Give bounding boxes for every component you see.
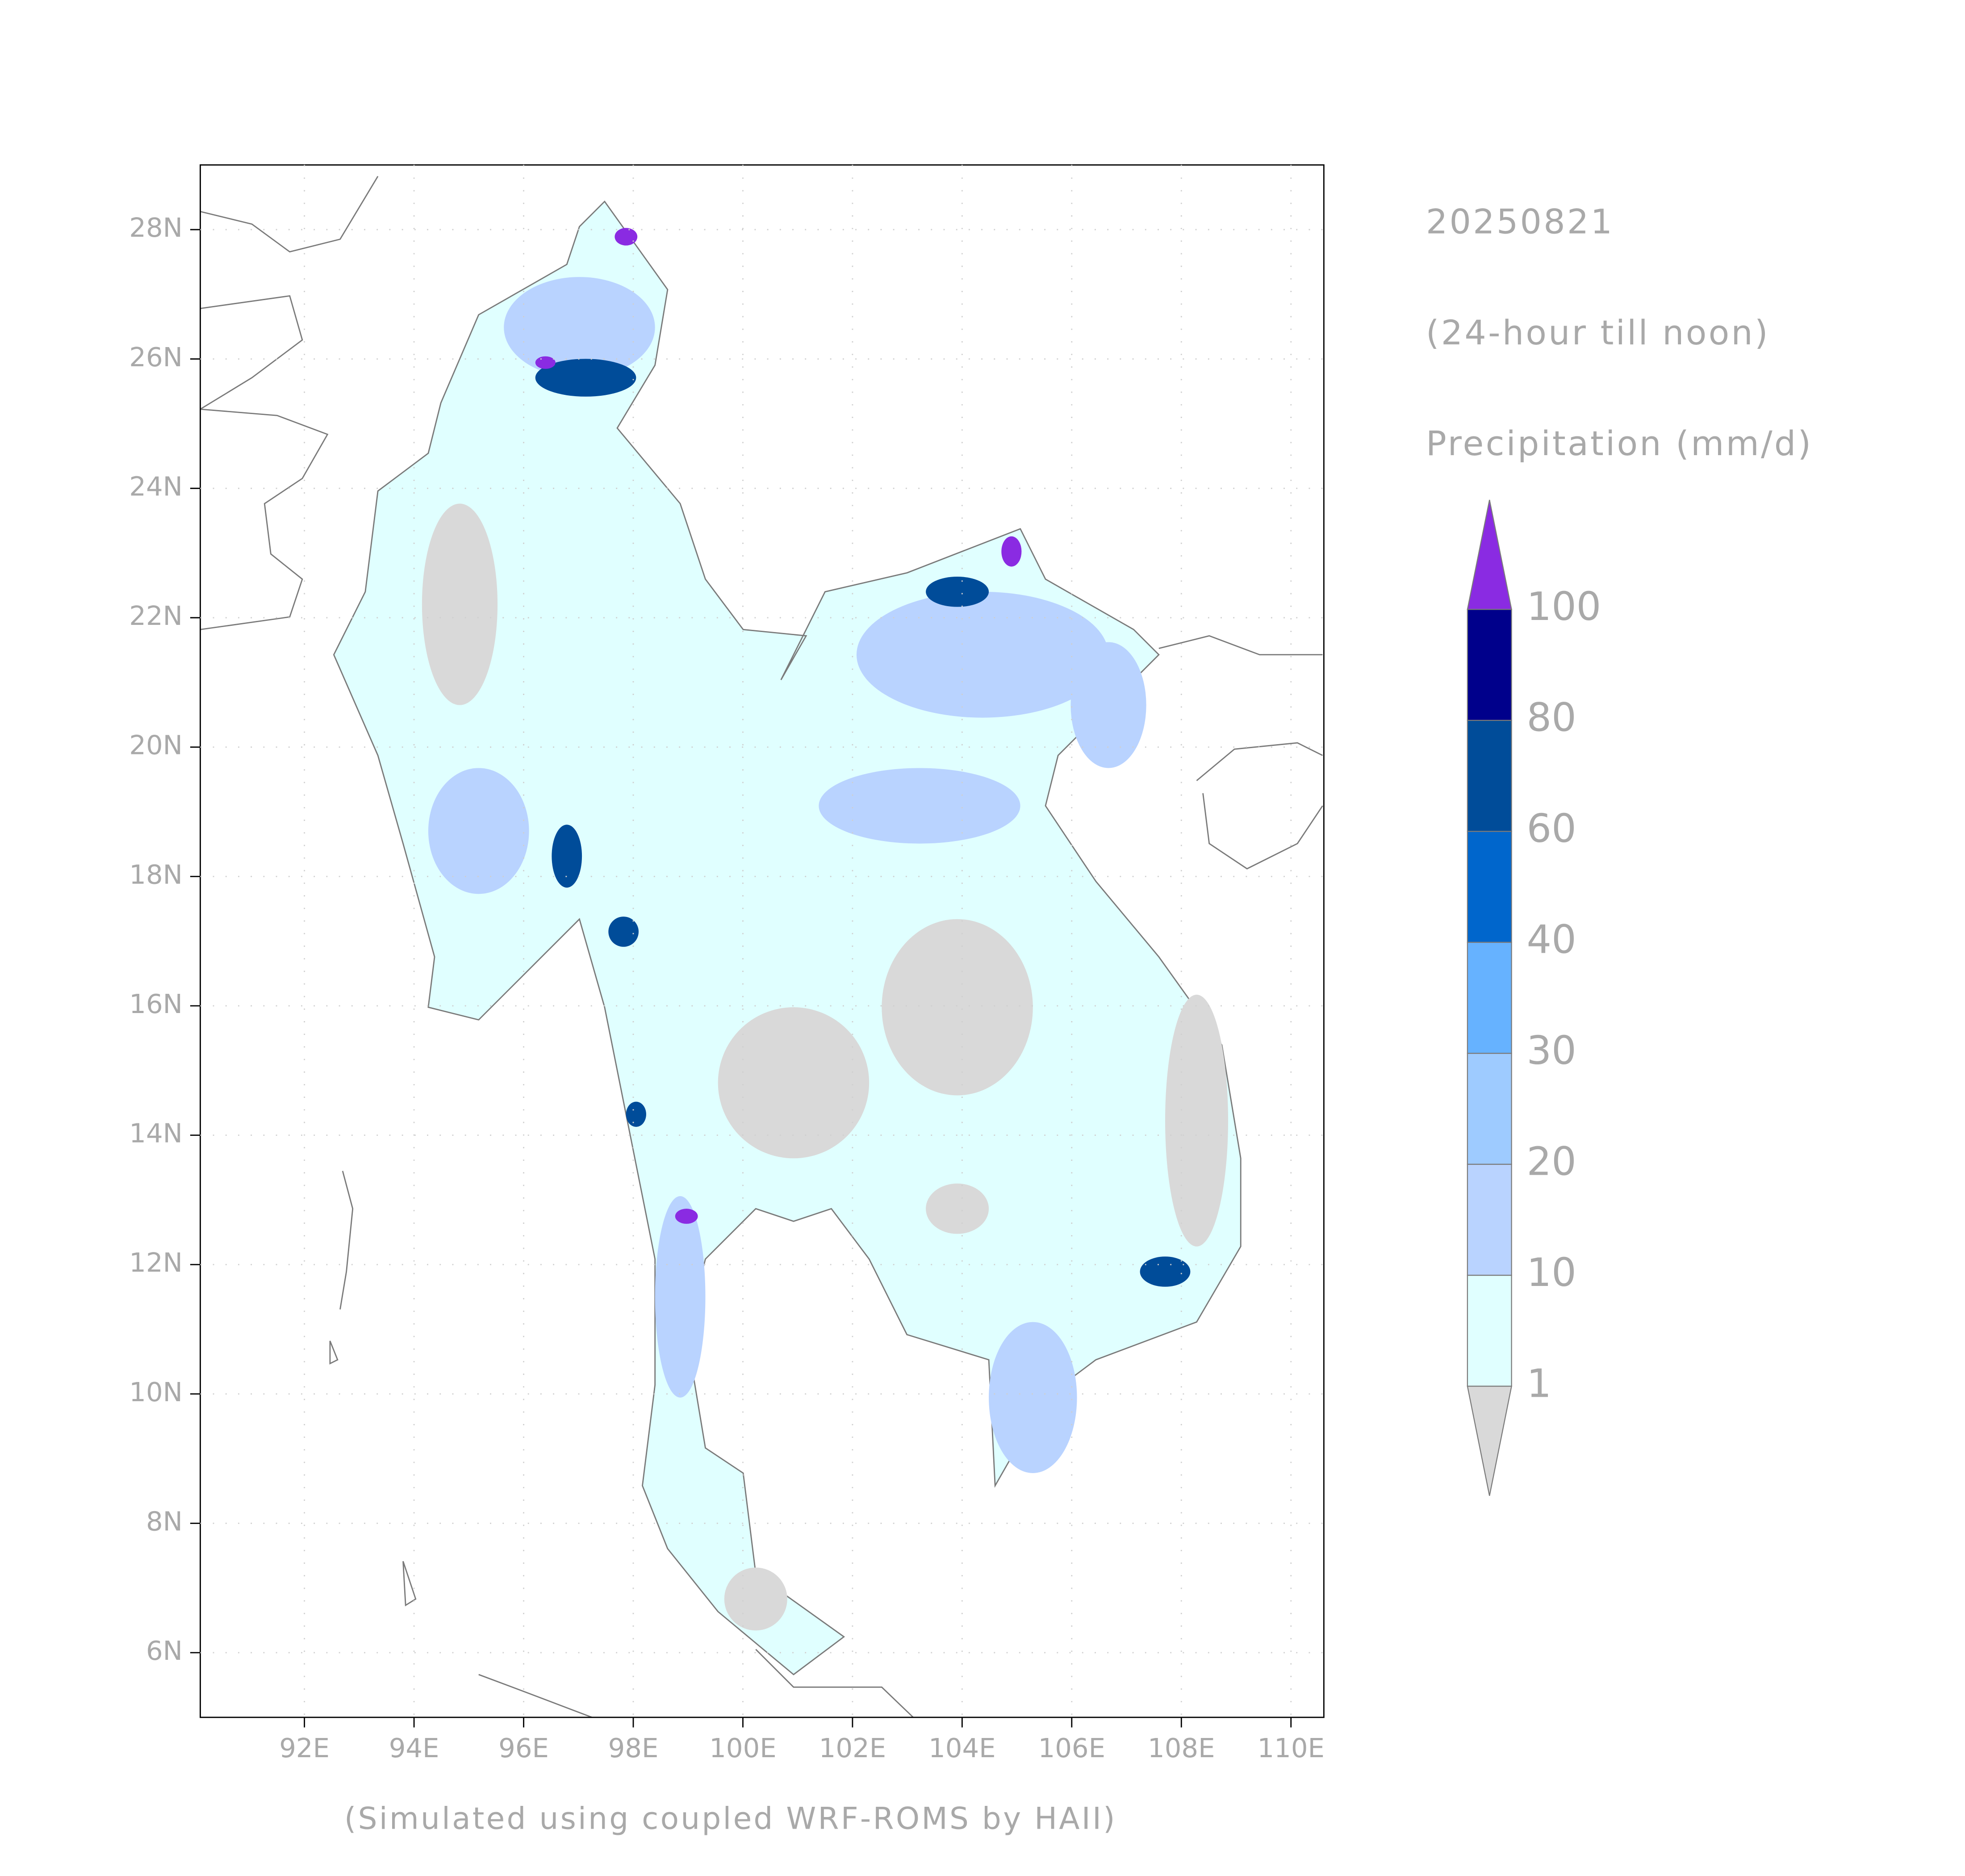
land-field [333,200,1242,1675]
x-tick-label: 92E [279,1733,330,1763]
rain-area [626,1101,646,1127]
colorbar-label: 30 [1526,1028,1576,1073]
colorbar-segment [1467,942,1512,1054]
x-tick-label: 110E [1257,1733,1324,1763]
colorbar-label: 1 [1526,1361,1551,1406]
y-tick-label: 8N [146,1506,183,1537]
x-tick-label: 104E [928,1733,995,1763]
x-tick-label: 102E [819,1733,886,1763]
rain-10-20 [428,277,1146,1473]
y-tick-label: 20N [129,730,183,761]
y-tick-label: 16N [129,988,183,1019]
colorbar-label: 40 [1526,917,1576,963]
colorbar-segment [1467,720,1512,832]
rain-area [655,1196,706,1398]
colorbar-label: 20 [1526,1139,1576,1185]
colorbar-label: 60 [1526,806,1576,851]
y-tick-label: 6N [146,1635,183,1666]
x-tick-label: 94E [389,1733,439,1763]
rain-area [856,591,1109,718]
period: (24-hour till noon) [1426,313,1770,352]
x-tick-label: 106E [1038,1733,1105,1763]
y-tick-label: 14N [129,1118,183,1149]
y-tick-label: 28N [129,212,183,243]
rain-area [428,768,529,894]
colorbar-label: 100 [1526,584,1601,629]
rain-area [989,1322,1077,1473]
dry-area [724,1567,787,1631]
rain-area [504,277,655,378]
x-tick-label: 98E [608,1733,659,1763]
x-tick-label: 108E [1148,1733,1215,1763]
colorbar-under [1467,1386,1512,1496]
dry-area [926,1183,989,1234]
rain-area [535,359,636,397]
rain-heavy [535,359,1191,1287]
dry-area [422,503,498,705]
colorbar-segment [1467,1052,1512,1165]
y-tick-label: 26N [129,342,183,373]
dry-area [718,1007,870,1159]
colorbar-label: 10 [1526,1250,1576,1295]
rain-area [552,825,582,888]
rain-area [819,768,1020,844]
colorbar-label: 80 [1526,695,1576,741]
y-tick-label: 24N [129,471,183,502]
colorbar-segment [1467,1274,1512,1387]
y-tick-label: 18N [129,859,183,890]
footer: (Simulated using coupled WRF-ROMS by HAI… [344,1801,1117,1836]
rain-area [675,1209,698,1224]
date: 20250821 [1426,202,1614,242]
rain-area [1001,536,1022,567]
rain-area [608,917,639,947]
variable: Precipitation (mm/d) [1426,423,1813,463]
rain-area [615,228,638,246]
rain-area [1140,1256,1191,1287]
rain-area [1070,642,1146,768]
rain-under-1 [422,503,1228,1631]
coastline [200,176,1323,1718]
colorbar-over [1467,499,1512,610]
y-tick-label: 10N [129,1377,183,1407]
rain-over-100 [535,228,1022,1224]
y-tick-label: 12N [129,1247,183,1278]
colorbar-segment [1467,831,1512,943]
colorbar-segment [1467,609,1512,721]
colorbar-segment [1467,1164,1512,1276]
plot-frame [200,164,1325,1718]
rain-area [926,577,989,607]
x-tick-label: 96E [498,1733,549,1763]
dry-area [882,919,1033,1096]
rain-area [535,356,556,369]
map [200,176,1323,1718]
y-tick-label: 22N [129,600,183,631]
x-tick-label: 100E [709,1733,776,1763]
dry-area [1165,994,1228,1247]
